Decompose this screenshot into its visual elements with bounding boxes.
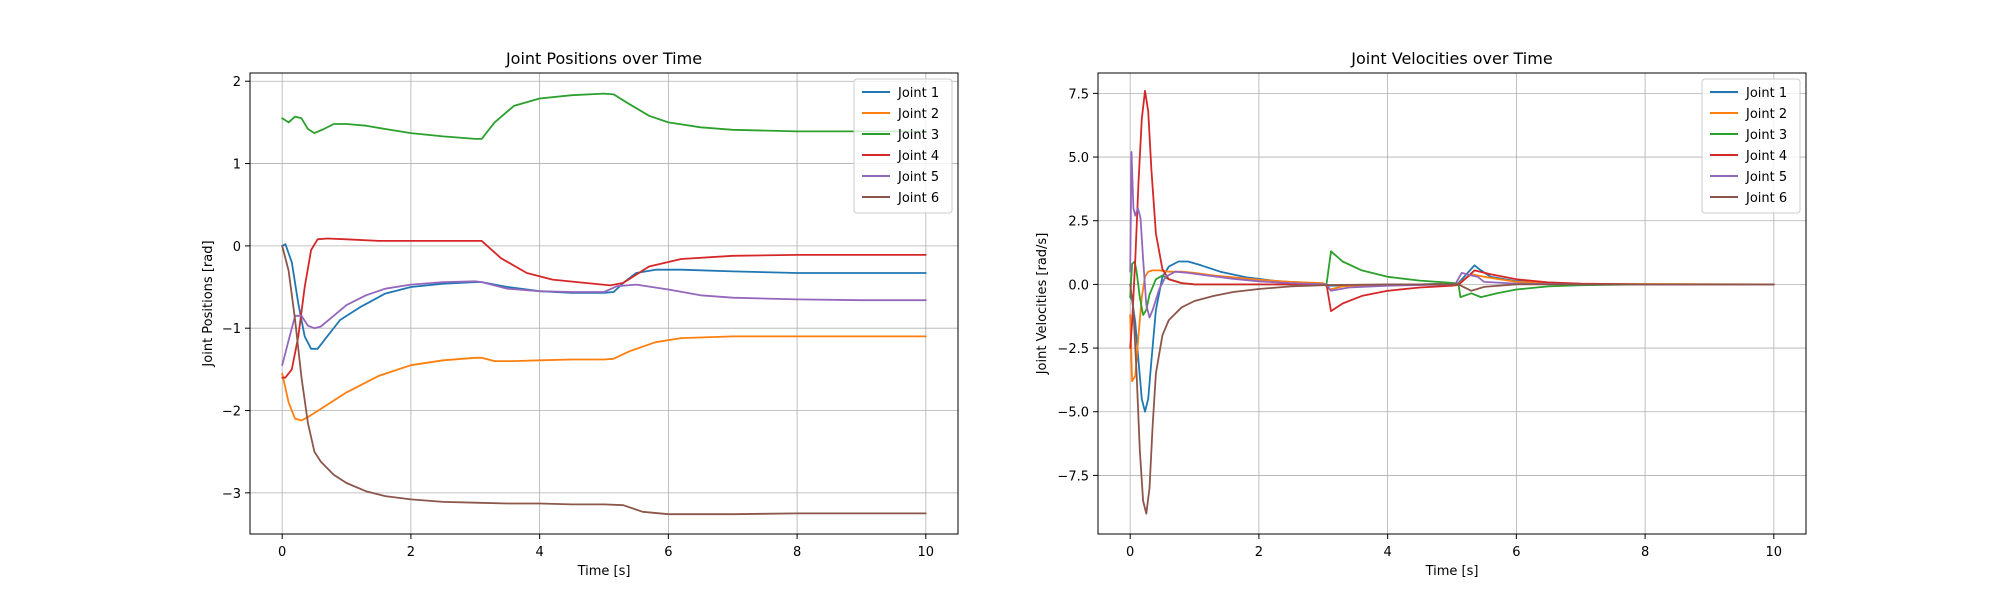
series-line-joint-2 (1129, 269, 1775, 383)
chart-title: Joint Velocities over Time (1350, 49, 1552, 68)
series-line-joint-4 (1129, 89, 1775, 349)
y-tick-label: 0.0 (1068, 278, 1089, 293)
series-line-joint-3 (1129, 250, 1775, 316)
series-line-joint-6 (281, 245, 927, 516)
legend-label: Joint 5 (897, 170, 939, 185)
legend-label: Joint 1 (897, 86, 939, 101)
legend: Joint 1 Joint 2 Joint 3 Joint 4 Joint 5 Joint… (1701, 78, 1801, 214)
legend: Joint 1 Joint 2 Joint 3 Joint 4 Joint 5 Joint… (853, 78, 953, 214)
x-tick-label: 2 (1255, 545, 1263, 560)
y-tick-label: 5.0 (1068, 151, 1089, 166)
y-axis-label: Joint Velocities [rad/s] (1035, 233, 1050, 376)
legend-label: Joint 1 (1745, 86, 1787, 101)
plot-frame (1097, 72, 1807, 535)
x-tick-label: 4 (535, 545, 543, 560)
series-line-joint-2 (281, 335, 927, 422)
series-line-joint-4 (281, 237, 927, 379)
y-tick-label: −2.5 (1057, 342, 1089, 357)
y-tick-label: 2.5 (1068, 215, 1089, 230)
chart-panel-2: 0 2 4 6 8 10 −7.5 −5.0 −2.5 0.0 2.5 5.0 7.5 Joint Vel… (1035, 49, 1807, 579)
legend-label: Joint 2 (897, 107, 939, 122)
y-tick-label: 1 (233, 158, 241, 173)
series-line-joint-1 (281, 243, 927, 350)
x-tick-label: 8 (793, 545, 801, 560)
legend-label: Joint 5 (1745, 170, 1787, 185)
series-line-joint-6 (1129, 283, 1775, 515)
legend-label: Joint 4 (897, 149, 939, 164)
y-tick-label: −1 (222, 322, 241, 337)
legend-label: Joint 3 (897, 128, 939, 143)
x-tick-label: 0 (1126, 545, 1134, 560)
series-line-joint-5 (281, 280, 927, 367)
x-tick-label: 0 (278, 545, 286, 560)
legend-label: Joint 3 (1745, 128, 1787, 143)
x-tick-label: 8 (1641, 545, 1649, 560)
x-axis-label: Time [s] (577, 564, 631, 579)
legend-label: Joint 2 (1745, 107, 1787, 122)
x-tick-label: 10 (1766, 545, 1783, 560)
chart-title: Joint Positions over Time (505, 49, 702, 68)
y-tick-label: −5.0 (1057, 406, 1089, 421)
y-tick-label: −2 (222, 405, 241, 420)
legend-label: Joint 6 (897, 191, 939, 206)
chart-panel-1: 0 2 4 6 8 10 −3 −2 −1 0 1 2 Joint Positions over Tim… (201, 49, 959, 579)
x-axis-label: Time [s] (1425, 564, 1479, 579)
x-tick-label: 4 (1383, 545, 1391, 560)
y-tick-label: 0 (233, 240, 241, 255)
legend-label: Joint 4 (1745, 149, 1787, 164)
y-tick-label: −7.5 (1057, 469, 1089, 484)
x-tick-label: 10 (918, 545, 935, 560)
y-axis-label: Joint Positions [rad] (201, 240, 216, 367)
legend-label: Joint 6 (1745, 191, 1787, 206)
y-tick-label: 7.5 (1068, 87, 1089, 102)
x-tick-label: 2 (407, 545, 415, 560)
y-tick-label: −3 (222, 487, 241, 502)
plot-frame (249, 72, 959, 535)
x-tick-label: 6 (664, 545, 672, 560)
x-tick-label: 6 (1512, 545, 1520, 560)
y-tick-label: 2 (233, 75, 241, 90)
series-line-joint-5 (1129, 151, 1775, 319)
series-line-joint-3 (281, 92, 927, 140)
